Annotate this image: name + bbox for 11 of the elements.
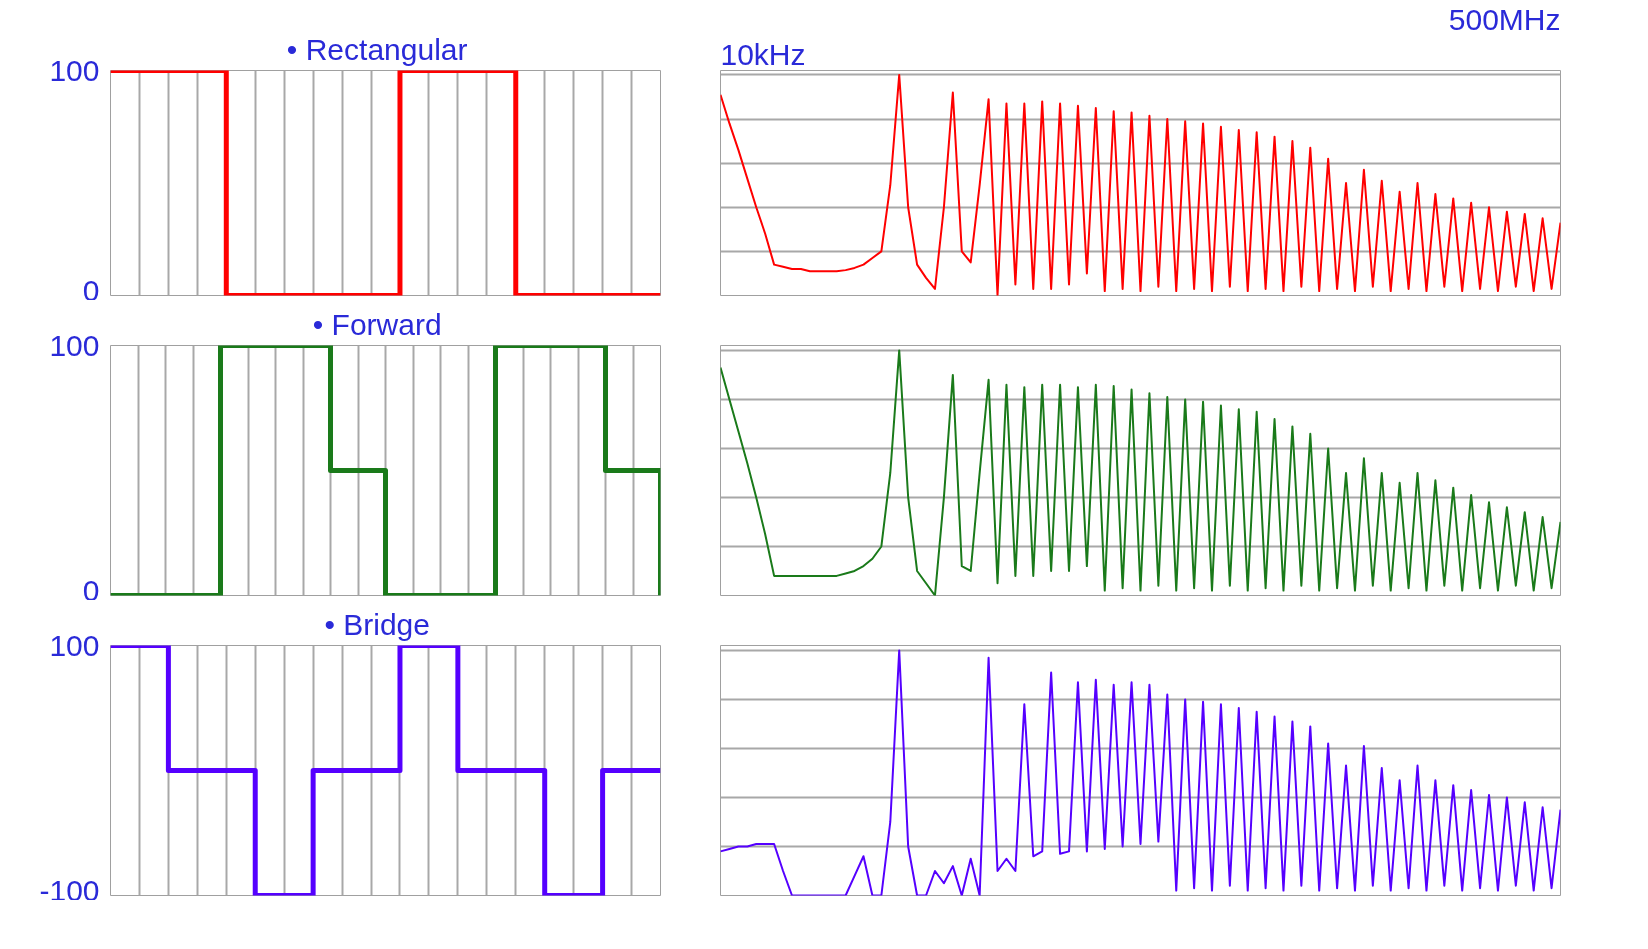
- chart-title: • Bridge: [324, 607, 430, 641]
- chart-title: • Forward: [312, 307, 442, 341]
- y-tick-label: 100: [49, 628, 100, 662]
- text: 10kHz: [720, 37, 806, 71]
- y-tick-label: 100: [49, 53, 100, 87]
- y-tick-label: 100: [49, 328, 100, 362]
- text: 500MHz: [1448, 2, 1561, 36]
- y-tick-label: -100: [39, 873, 100, 907]
- y-tick-label: 0: [82, 273, 100, 307]
- y-tick-label: 0: [82, 573, 100, 607]
- chart-title: • Rectangular: [286, 32, 468, 66]
